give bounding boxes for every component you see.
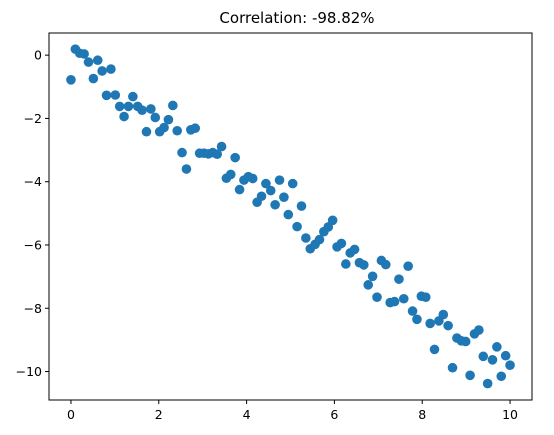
data-point — [407, 306, 418, 316]
data-point — [296, 201, 307, 211]
y-axis-ticks: 0 −2 −4 −6 −8 −10 — [16, 48, 49, 379]
x-tick-label: 10 — [502, 407, 518, 422]
data-point — [190, 123, 201, 134]
data-point — [150, 112, 161, 123]
x-tick-label: 6 — [330, 407, 338, 422]
data-point — [341, 259, 351, 269]
data-point — [141, 126, 152, 137]
data-point — [287, 178, 298, 189]
data-point — [389, 296, 400, 307]
data-point — [230, 152, 240, 163]
data-point — [403, 261, 413, 271]
data-point — [123, 101, 134, 112]
data-points — [66, 44, 515, 389]
data-point — [163, 114, 174, 125]
data-point — [283, 209, 294, 220]
data-point — [256, 191, 267, 202]
data-point — [101, 90, 112, 101]
data-point — [420, 292, 431, 302]
data-point — [128, 91, 138, 102]
data-point — [465, 370, 475, 381]
data-point — [265, 185, 276, 196]
data-point — [500, 350, 511, 361]
y-tick-label: −8 — [24, 301, 42, 316]
data-point — [292, 221, 302, 232]
x-tick-label: 8 — [418, 407, 426, 422]
data-point — [505, 360, 515, 371]
y-tick-label: −4 — [24, 174, 42, 189]
data-point — [349, 244, 360, 255]
data-point — [97, 66, 107, 76]
data-point — [83, 57, 94, 67]
data-point — [279, 192, 289, 202]
data-point — [492, 342, 502, 352]
data-point — [247, 173, 258, 184]
y-tick-label: 0 — [34, 48, 42, 63]
data-point — [212, 149, 222, 159]
data-point — [137, 105, 147, 115]
chart-title: Correlation: -98.82% — [219, 9, 374, 27]
data-point — [359, 260, 369, 270]
data-point — [438, 309, 449, 320]
data-point — [216, 141, 227, 152]
data-point — [327, 215, 338, 226]
data-point — [114, 101, 125, 112]
data-point — [429, 344, 440, 355]
data-point — [478, 351, 489, 362]
x-axis-ticks: 0 2 4 6 8 10 — [67, 400, 518, 422]
data-point — [177, 147, 187, 158]
data-point — [482, 378, 493, 389]
data-point — [412, 314, 422, 325]
plot-frame — [48, 32, 533, 401]
data-point — [234, 184, 245, 195]
data-point — [487, 355, 498, 365]
x-tick-label: 2 — [155, 407, 163, 422]
data-point — [92, 55, 103, 66]
data-point — [460, 336, 471, 347]
data-point — [394, 274, 404, 284]
x-tick-label: 4 — [243, 407, 251, 422]
x-tick-label: 0 — [67, 407, 75, 422]
y-tick-label: −10 — [16, 364, 42, 379]
data-point — [106, 64, 116, 74]
data-point — [146, 104, 156, 114]
data-point — [363, 280, 374, 290]
y-tick-label: −2 — [24, 111, 42, 126]
data-point — [301, 233, 311, 243]
data-point — [225, 169, 236, 180]
y-tick-label: −6 — [24, 237, 42, 252]
data-point — [380, 259, 391, 270]
data-point — [496, 371, 507, 382]
data-point — [172, 125, 183, 136]
data-point — [79, 49, 89, 59]
data-point — [447, 362, 458, 373]
data-point — [398, 293, 409, 304]
data-point — [88, 73, 99, 84]
data-point — [367, 271, 378, 282]
data-point — [425, 318, 435, 329]
data-point — [66, 75, 76, 85]
data-point — [168, 100, 178, 111]
data-point — [474, 325, 484, 335]
data-point — [159, 122, 169, 133]
data-point — [119, 111, 129, 122]
data-point — [110, 90, 121, 100]
data-point — [336, 238, 347, 249]
data-point — [443, 320, 453, 331]
data-point — [270, 199, 280, 210]
data-point — [181, 164, 192, 174]
data-point — [372, 292, 382, 302]
data-point — [261, 178, 271, 189]
data-point — [314, 234, 325, 245]
data-point — [274, 175, 285, 185]
